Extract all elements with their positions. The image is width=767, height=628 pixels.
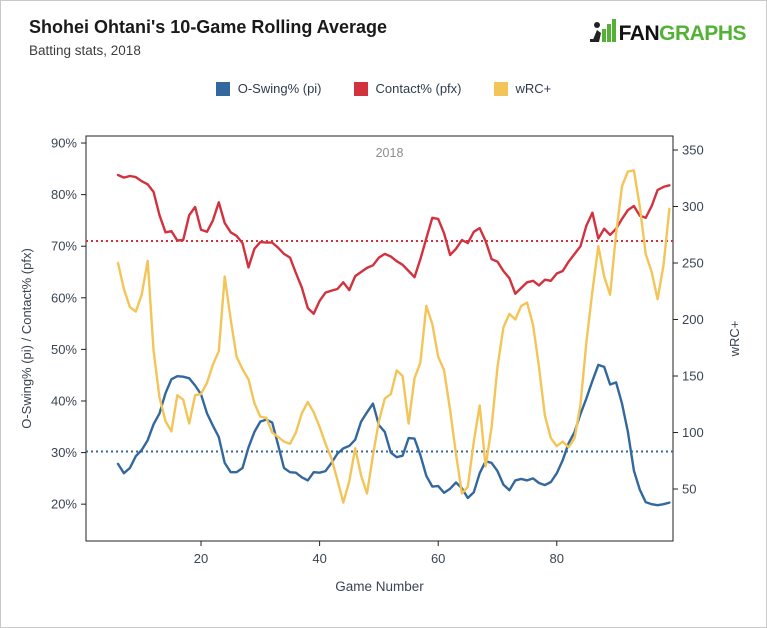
fangraphs-logo-fan: FAN: [618, 22, 660, 45]
legend-label-contact: Contact% (pfx): [375, 81, 462, 96]
chart-subtitle: Batting stats, 2018: [29, 43, 141, 58]
y-left-tick-label: 30%: [51, 445, 77, 460]
chart-legend: O-Swing% (pi) Contact% (pfx) wRC+: [1, 81, 766, 96]
chart-title: Shohei Ohtani's 10-Game Rolling Average: [29, 17, 388, 37]
legend-label-wrc: wRC+: [515, 81, 552, 96]
y-left-tick-label: 80%: [51, 187, 77, 202]
plot-annotation-year: 2018: [376, 146, 404, 160]
y-left-axis-title: O-Swing% (pi) / Contact% (pfx): [19, 248, 34, 429]
chart-svg: 90% 80% 70% 60% 50% 40% 30% 20% 350 300 250 200 150 1…: [19, 135, 742, 594]
y-right-tick-label: 300: [682, 199, 704, 214]
y-right-tick-label: 50: [682, 482, 696, 497]
y-right-tick-label: 150: [682, 369, 704, 384]
legend-swatch-contact: [353, 81, 368, 96]
legend-item-oswing: O-Swing% (pi): [215, 81, 322, 96]
legend-item-contact: Contact% (pfx): [353, 81, 462, 96]
x-tick-label: 20: [194, 551, 208, 566]
fangraphs-logo-graphs: GRAPHS: [659, 22, 746, 45]
y-left-tick-label: 60%: [51, 290, 77, 305]
x-tick-label: 80: [550, 551, 564, 566]
x-axis-title: Game Number: [335, 579, 424, 594]
y-right-tick-label: 200: [682, 312, 704, 327]
fangraphs-logo-icon: [589, 19, 619, 49]
legend-item-wrc: wRC+: [493, 81, 552, 96]
legend-swatch-wrc: [493, 81, 508, 96]
series-line: [116, 169, 671, 504]
y-left-tick-label: 90%: [51, 136, 77, 151]
fangraphs-logo: FAN GRAPHS: [589, 19, 746, 49]
y-left-tick-label: 50%: [51, 342, 77, 357]
y-left-tick-label: 20%: [51, 497, 77, 512]
legend-label-oswing: O-Swing% (pi): [237, 81, 322, 96]
plot-area: [85, 135, 674, 542]
y-right-tick-label: 250: [682, 256, 704, 271]
series-line: [116, 173, 671, 315]
y-right-tick-label: 350: [682, 143, 704, 158]
y-left-tick-label: 40%: [51, 393, 77, 408]
y-right-axis-title: wRC+: [727, 321, 742, 358]
y-left-tick-label: 70%: [51, 239, 77, 254]
x-tick-label: 40: [312, 551, 326, 566]
legend-swatch-oswing: [215, 81, 230, 96]
x-tick-label: 60: [431, 551, 445, 566]
y-right-tick-label: 100: [682, 425, 704, 440]
